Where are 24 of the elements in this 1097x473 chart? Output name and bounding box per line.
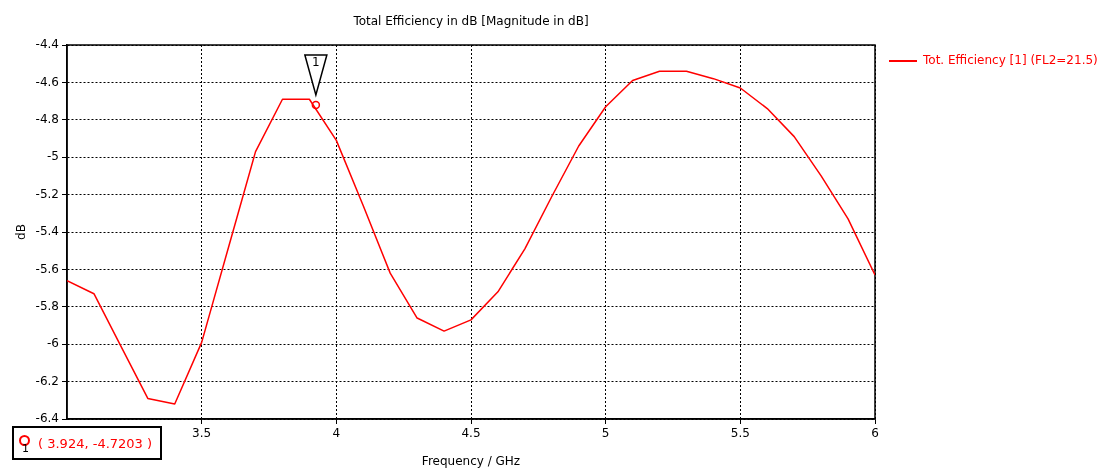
chart-title: Total Efficiency in dB [Magnitude in dB] [352, 14, 589, 29]
y-tick-label: -6.4 [35, 411, 59, 426]
annotation: 1 [312, 55, 320, 70]
y-tick-label: -4.4 [35, 37, 59, 52]
y-tick-label: -6.2 [35, 373, 59, 388]
x-tick-label: 4 [332, 426, 341, 441]
y-tick-label: -5.8 [35, 298, 59, 313]
text: ( 3.924, -4.7203 ) [38, 435, 153, 451]
x-axis-title: Frequency / GHz [421, 454, 521, 469]
y-tick-label: -5.2 [35, 186, 59, 201]
text: 1 [22, 442, 29, 455]
x-tick-label: 5.5 [730, 426, 750, 441]
x-tick-label: 3.5 [192, 426, 212, 441]
y-tick-label: -5.4 [35, 224, 59, 239]
y-tick-label: -4.8 [35, 111, 59, 126]
y-tick-label: -4.6 [35, 74, 59, 89]
y-tick-label: -5 [47, 149, 59, 164]
y-axis-title: dB [14, 224, 29, 240]
x-tick-label: 5 [601, 426, 610, 441]
y-tick-label: -6 [47, 336, 59, 351]
x-tick-label: 6 [871, 426, 879, 441]
x-tick-label: 4.5 [461, 426, 481, 441]
legend-label: Tot. Efficiency [1] (FL2=21.5) [922, 53, 1097, 68]
y-tick-label: -5.6 [35, 261, 59, 276]
